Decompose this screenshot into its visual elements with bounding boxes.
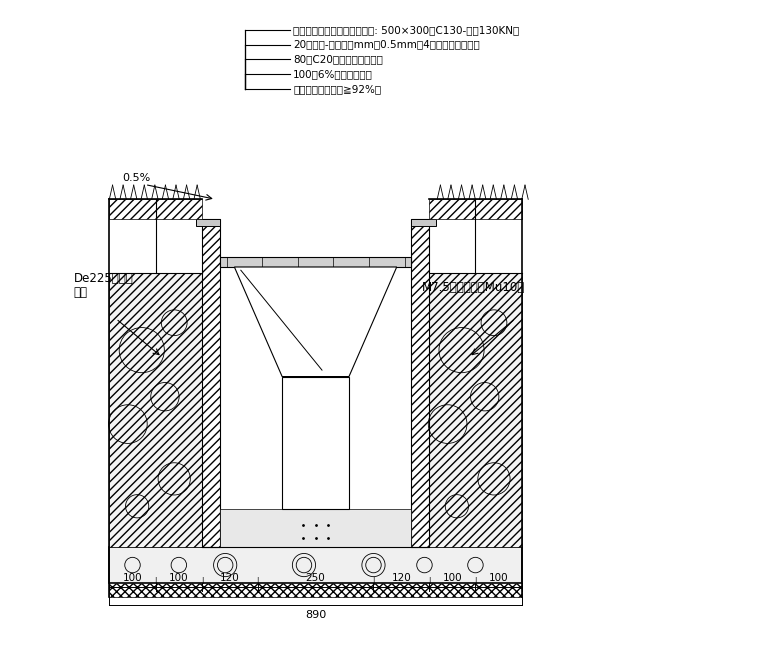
Text: 890: 890: [305, 610, 326, 620]
Bar: [109, 200, 202, 218]
Text: |: |: [372, 577, 375, 584]
Text: |: |: [256, 577, 259, 584]
Text: |: |: [154, 577, 157, 584]
Text: 120: 120: [220, 573, 239, 584]
Text: 250: 250: [306, 573, 325, 584]
Text: 20厚陶瓷-层粗细癌mm，0.5mm粗4不锈钐金属滤网）: 20厚陶瓷-层粗细癌mm，0.5mm粗4不锈钐金属滤网）: [293, 40, 480, 49]
Text: 80厚C20混凝土，分模筑制: 80厚C20混凝土，分模筑制: [293, 55, 383, 64]
Polygon shape: [234, 267, 397, 376]
Bar: [220, 257, 411, 267]
Bar: [429, 200, 522, 218]
Bar: [109, 274, 202, 547]
Text: 成品复合材料塑料雨水口笼子: 500×300（C130-荷载130KN）: 成品复合材料塑料雨水口笼子: 500×300（C130-荷载130KN）: [293, 25, 519, 35]
Bar: [195, 218, 220, 226]
Text: De225排水管: De225排水管: [74, 272, 134, 285]
Bar: [429, 274, 522, 547]
Text: 100: 100: [489, 573, 508, 584]
Bar: [109, 583, 522, 597]
Text: 120: 120: [391, 573, 411, 584]
Text: 100: 100: [169, 573, 188, 584]
Text: 100厚6%水泥石粉垃层: 100厚6%水泥石粉垃层: [293, 70, 373, 79]
Text: 100: 100: [442, 573, 462, 584]
Text: |: |: [201, 577, 203, 584]
Bar: [220, 509, 411, 547]
Text: M7.5水泥砂浆砌Mu10砖: M7.5水泥砂浆砌Mu10砖: [422, 281, 525, 294]
Bar: [109, 547, 522, 583]
Text: |: |: [428, 577, 430, 584]
Bar: [282, 376, 349, 509]
Text: 0.5%: 0.5%: [122, 173, 150, 183]
Text: |: |: [474, 577, 477, 584]
Bar: [202, 218, 220, 547]
Bar: [411, 218, 435, 226]
Bar: [411, 218, 429, 547]
Text: 100: 100: [122, 573, 142, 584]
Text: 素土夯实（密实度≧92%）: 素土夯实（密实度≧92%）: [293, 84, 381, 94]
Text: 沉沙: 沉沙: [74, 286, 88, 299]
